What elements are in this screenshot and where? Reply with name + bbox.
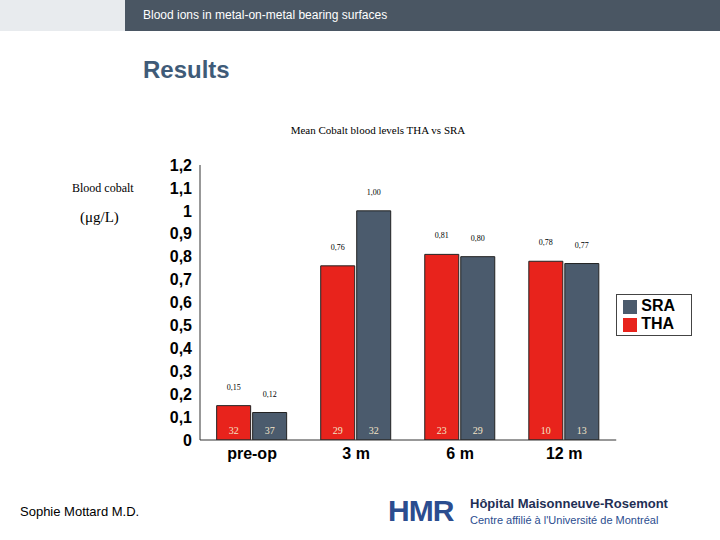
svg-text:0,12: 0,12 <box>263 390 277 399</box>
svg-text:0,81: 0,81 <box>435 231 449 240</box>
svg-text:1,1: 1,1 <box>170 180 192 197</box>
svg-text:pre-op: pre-op <box>227 445 277 462</box>
svg-text:0,9: 0,9 <box>170 225 192 242</box>
svg-text:3 m: 3 m <box>342 445 370 462</box>
svg-text:0,6: 0,6 <box>170 294 192 311</box>
svg-text:1: 1 <box>183 203 192 220</box>
html-text:SRA: SRA <box>641 297 675 314</box>
html-text:HMR: HMR <box>388 494 454 527</box>
svg-text:0,8: 0,8 <box>170 248 192 265</box>
svg-text:0,4: 0,4 <box>170 340 192 357</box>
svg-text:29: 29 <box>333 425 343 436</box>
svg-text:0,76: 0,76 <box>331 243 345 252</box>
html-text:THA: THA <box>641 315 675 332</box>
svg-text:10: 10 <box>541 425 551 436</box>
html-text:Mean Cobalt blood levels THA v: Mean Cobalt blood levels THA vs SRA <box>290 124 466 136</box>
svg-text:0,1: 0,1 <box>170 409 192 426</box>
svg-text:32: 32 <box>229 425 239 436</box>
svg-text:23: 23 <box>437 425 447 436</box>
svg-text:0,3: 0,3 <box>170 363 192 380</box>
svg-text:0,80: 0,80 <box>471 234 485 243</box>
html-text:Centre affilié à l'Université: Centre affilié à l'Université de Montréa… <box>470 514 659 526</box>
svg-text:0,77: 0,77 <box>575 241 589 250</box>
svg-text:12 m: 12 m <box>546 445 582 462</box>
svg-text:32: 32 <box>369 425 379 436</box>
html-text:Blood cobalt: Blood cobalt <box>72 181 134 195</box>
svg-text:29: 29 <box>473 425 483 436</box>
svg-text:0,5: 0,5 <box>170 317 192 334</box>
svg-text:6 m: 6 m <box>446 445 474 462</box>
html-text:Blood ions in metal-on-metal b: Blood ions in metal-on-metal bearing sur… <box>143 8 388 22</box>
svg-text:1,2: 1,2 <box>170 157 192 174</box>
svg-text:0,7: 0,7 <box>170 271 192 288</box>
html-text:Results: Results <box>143 56 230 83</box>
svg-text:1,00: 1,00 <box>367 188 381 197</box>
svg-text:0,15: 0,15 <box>227 383 241 392</box>
html-text:Hôpital Maisonneuve-Rosemont: Hôpital Maisonneuve-Rosemont <box>470 496 668 511</box>
svg-text:0: 0 <box>183 432 192 449</box>
html-text:Sophie Mottard M.D.: Sophie Mottard M.D. <box>20 504 140 519</box>
html-text:(μg/L): (μg/L) <box>80 209 119 225</box>
svg-text:13: 13 <box>577 425 587 436</box>
svg-text:0,2: 0,2 <box>170 386 192 403</box>
svg-text:0,78: 0,78 <box>539 238 553 247</box>
svg-text:37: 37 <box>265 425 275 436</box>
